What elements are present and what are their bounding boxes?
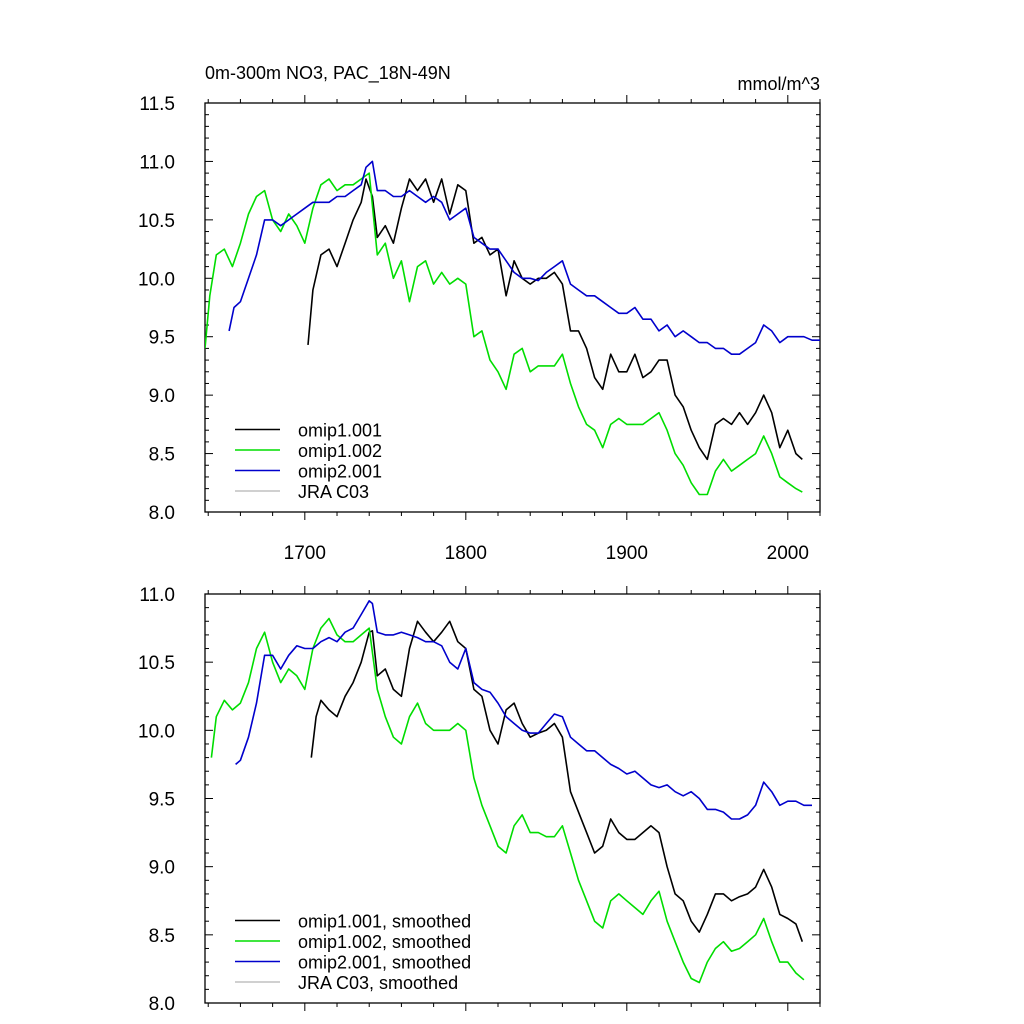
y-tick-label: 9.0 <box>149 858 175 879</box>
y-tick-label: 8.0 <box>149 994 175 1015</box>
series-line-omip1-002 <box>205 172 803 496</box>
series-line-omip1-001 <box>307 178 803 461</box>
y-tick-label: 8.5 <box>149 445 175 466</box>
y-tick-label: 11.0 <box>139 152 175 173</box>
series-line-omip2-001-smoothed <box>235 600 812 820</box>
y-tick-label: 11.0 <box>139 585 175 606</box>
legend-label: omip2.001 <box>298 462 382 482</box>
legend-label: omip2.001, smoothed <box>298 953 471 973</box>
y-tick-label: 8.0 <box>149 503 175 524</box>
legend-label: JRA C03 <box>298 482 369 502</box>
y-tick-label: 10.5 <box>138 653 175 674</box>
y-tick-label: 9.0 <box>149 386 175 407</box>
y-tick-label: 9.5 <box>149 328 175 349</box>
legend-label: omip1.002 <box>298 441 382 461</box>
legend-label: omip1.001, smoothed <box>298 912 471 932</box>
chart-title: 0m-300m NO3, PAC_18N-49N <box>205 63 451 84</box>
chart-panel-2: 8.0 8.5 9.0 9.5 10.0 10.5 11.0 omip1.001, smoot… <box>138 585 821 1015</box>
y-tick-label: 9.5 <box>149 790 175 811</box>
y-tick-label: 11.5 <box>139 94 175 115</box>
legend-label: omip1.002, smoothed <box>298 932 471 952</box>
series-line-omip2-001 <box>228 160 820 355</box>
legend-label: omip1.001 <box>298 421 382 441</box>
chart-panel-1: 8.0 8.5 9.0 9.5 10.0 10.5 11.0 11.5 1700 1800 1900… <box>138 63 821 564</box>
y-tick-label: 8.5 <box>149 926 175 947</box>
series-line-omip1-001-smoothed <box>310 620 804 942</box>
legend-label: JRA C03, smoothed <box>298 973 458 993</box>
x-tick-label: 1900 <box>606 543 648 564</box>
series-line-omip1-002-smoothed <box>210 617 805 984</box>
x-tick-label: 1800 <box>445 543 487 564</box>
x-tick-label: 1700 <box>284 543 326 564</box>
y-tick-label: 10.0 <box>138 269 175 290</box>
plot-frame <box>204 102 821 513</box>
x-tick-label: 2000 <box>767 543 809 564</box>
y-tick-label: 10.5 <box>138 211 175 232</box>
y-tick-label: 10.0 <box>138 721 175 742</box>
units-label: mmol/m^3 <box>738 74 820 94</box>
